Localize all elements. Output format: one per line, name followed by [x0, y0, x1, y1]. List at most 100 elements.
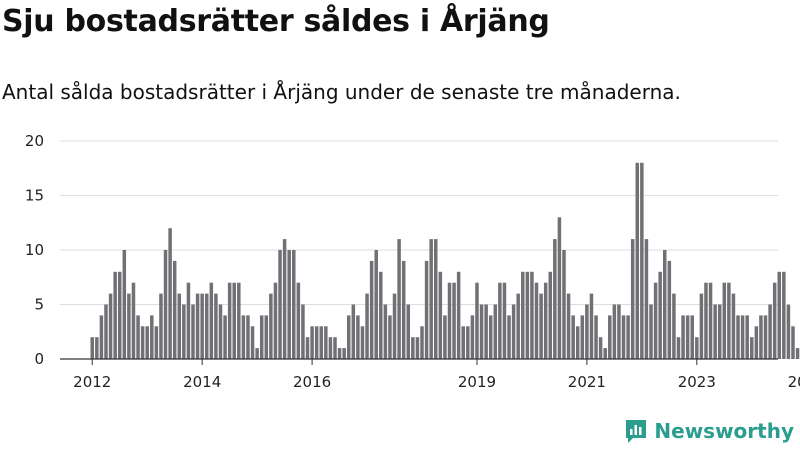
bar [553, 239, 557, 359]
bar [333, 337, 337, 359]
bar [768, 304, 772, 359]
bar [608, 315, 612, 359]
bar [717, 304, 722, 359]
bar [310, 326, 314, 359]
bar [113, 271, 117, 359]
bar [566, 293, 571, 359]
bar [365, 293, 369, 359]
bar [695, 337, 699, 359]
x-tick-label: 2014 [183, 373, 221, 391]
bar [278, 250, 282, 359]
bar [145, 326, 149, 359]
bar [603, 348, 607, 359]
bar [704, 282, 708, 359]
bar [521, 271, 525, 359]
bar [99, 315, 104, 359]
bar [411, 337, 415, 359]
bar [571, 315, 575, 359]
bar [168, 228, 172, 359]
bar [644, 239, 649, 359]
bar [328, 337, 333, 359]
x-tick-label: 2016 [293, 373, 331, 391]
bar [786, 304, 791, 359]
bar [406, 304, 411, 359]
bar [360, 326, 365, 359]
bar [493, 304, 498, 359]
bar [621, 315, 626, 359]
bar [745, 315, 749, 359]
bar [346, 315, 351, 359]
bar [182, 304, 186, 359]
bars [90, 162, 800, 359]
bar [562, 250, 566, 359]
bar [727, 282, 731, 359]
bar [543, 282, 548, 359]
bar [374, 250, 378, 359]
bar [667, 260, 672, 359]
bar [337, 348, 342, 359]
bar [104, 304, 108, 359]
bar [557, 217, 562, 359]
chart-title: Sju bostadsrätter såldes i Årjäng [2, 4, 550, 39]
bar [241, 315, 246, 359]
bar [223, 315, 227, 359]
bar [759, 315, 763, 359]
bar [150, 315, 154, 359]
bar [383, 304, 388, 359]
bar [163, 250, 168, 359]
bar [420, 326, 424, 359]
bar [626, 315, 630, 359]
bar [154, 326, 159, 359]
bar [237, 282, 241, 359]
bar [589, 293, 594, 359]
bar [447, 282, 452, 359]
bar [575, 326, 580, 359]
bar [292, 250, 296, 359]
bar [795, 348, 800, 359]
bar [772, 282, 777, 359]
bar [314, 326, 319, 359]
bar [690, 315, 694, 359]
bar [392, 293, 397, 359]
bar [415, 337, 420, 359]
bar [750, 337, 754, 359]
bar [452, 282, 456, 359]
bar [594, 315, 598, 359]
bar [177, 293, 182, 359]
bar [351, 304, 356, 359]
bar [754, 326, 759, 359]
bar [791, 326, 795, 359]
bar [305, 337, 310, 359]
bar [516, 293, 520, 359]
bar [186, 282, 191, 359]
bar [122, 250, 127, 359]
axes: 0510152072012201420162019202120232025 [25, 132, 800, 391]
bar [498, 282, 502, 359]
bar [269, 293, 273, 359]
y-tick-label: 5 [34, 296, 44, 314]
x-tick-label: 2025 [788, 373, 800, 391]
y-tick-label: 0 [34, 350, 44, 368]
bar [443, 315, 447, 359]
bar [195, 293, 200, 359]
x-tick-label: 2012 [73, 373, 111, 391]
bar [287, 250, 291, 359]
bar [525, 271, 530, 359]
bar [461, 326, 465, 359]
bar [127, 293, 131, 359]
bar [676, 337, 681, 359]
brand-name: Newsworthy [654, 419, 794, 443]
bar [731, 293, 736, 359]
bar [264, 315, 269, 359]
bar [401, 260, 406, 359]
bar [630, 239, 635, 359]
x-tick-label: 2019 [458, 373, 496, 391]
bar [653, 282, 658, 359]
bar [475, 282, 479, 359]
bar [699, 293, 704, 359]
bar [511, 304, 516, 359]
bar [214, 293, 218, 359]
bar [635, 162, 640, 359]
bar [736, 315, 740, 359]
bar [342, 348, 346, 359]
